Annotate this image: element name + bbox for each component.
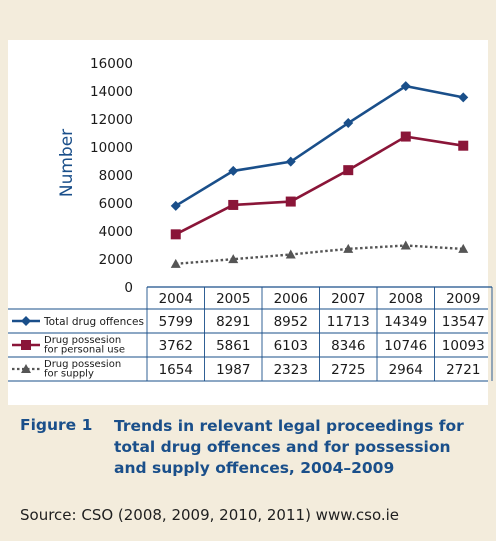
table-cell: 8346 xyxy=(331,338,365,354)
x-tick-label: 2004 xyxy=(159,291,193,307)
y-tick-label: 16000 xyxy=(90,56,133,72)
data-point xyxy=(285,249,296,259)
data-point xyxy=(343,243,354,253)
data-point xyxy=(343,165,354,176)
y-tick-label: 10000 xyxy=(90,140,133,156)
table-cell: 8291 xyxy=(216,314,250,330)
y-tick-label: 0 xyxy=(124,280,133,296)
data-point xyxy=(170,229,181,240)
data-point xyxy=(400,240,411,250)
series-line xyxy=(175,84,464,207)
plot-background xyxy=(8,40,488,405)
table-row: Total drug offences 5799 8291 8952 11713 1434… xyxy=(12,314,485,330)
x-tick-label: 2009 xyxy=(446,291,480,307)
y-tick-label: 2000 xyxy=(99,252,133,268)
table-cell: 5861 xyxy=(216,338,250,354)
table-cell: 10746 xyxy=(384,338,427,354)
y-tick-label: 12000 xyxy=(90,112,133,128)
y-tick-label: 6000 xyxy=(99,196,133,212)
data-point xyxy=(285,196,296,207)
table-cell: 3762 xyxy=(159,338,193,354)
table-cell: 10093 xyxy=(442,338,485,354)
data-point xyxy=(228,165,239,176)
table-cell: 6103 xyxy=(274,338,308,354)
data-point xyxy=(458,140,469,151)
data-point xyxy=(170,200,181,211)
y-axis-title: Number xyxy=(57,129,77,197)
series-line xyxy=(175,244,464,266)
table-cell: 11713 xyxy=(327,314,370,330)
legend-label: Drug possesion xyxy=(44,335,121,346)
data-point xyxy=(400,131,411,142)
x-tick-label: 2007 xyxy=(331,291,365,307)
series-2 xyxy=(170,131,469,240)
data-point xyxy=(228,199,239,210)
series-line xyxy=(175,135,464,236)
x-axis: 2004 2005 2006 2007 2008 2009 xyxy=(159,291,481,307)
table-cell: 8952 xyxy=(274,314,308,330)
x-tick-label: 2005 xyxy=(216,291,250,307)
y-tick-label: 14000 xyxy=(90,84,133,100)
y-tick-label: 4000 xyxy=(99,224,133,240)
series-layer xyxy=(170,81,469,268)
legend-label: Drug possesion xyxy=(44,359,121,370)
table-cell: 2725 xyxy=(331,362,365,378)
data-point xyxy=(285,156,296,167)
figure-label: Figure 1 xyxy=(20,416,93,434)
y-tick-label: 8000 xyxy=(99,168,133,184)
data-point xyxy=(343,118,354,129)
table-cell: 2721 xyxy=(446,362,480,378)
x-tick-label: 2006 xyxy=(274,291,308,307)
data-point xyxy=(400,81,411,92)
legend-label: for supply xyxy=(44,369,94,380)
source-note: Source: CSO (2008, 2009, 2010, 2011) www… xyxy=(20,506,400,524)
legend-marker xyxy=(21,316,31,326)
table-cell: 1987 xyxy=(216,362,250,378)
series-3 xyxy=(170,240,469,268)
data-point xyxy=(458,243,469,253)
table-cell: 2964 xyxy=(389,362,423,378)
legend-label: for personal use xyxy=(44,345,125,356)
table-cell: 14349 xyxy=(384,314,427,330)
table-cell: 2323 xyxy=(274,362,308,378)
table-cell: 13547 xyxy=(442,314,485,330)
figure-title: Trends in relevant legal proceedings for… xyxy=(114,417,464,477)
data-point xyxy=(228,254,239,264)
x-tick-label: 2008 xyxy=(389,291,423,307)
series-1 xyxy=(170,81,469,211)
table-cell: 1654 xyxy=(159,362,193,378)
legend-marker xyxy=(21,364,31,373)
legend-label: Total drug offences xyxy=(43,316,144,328)
table-cell: 5799 xyxy=(159,314,193,330)
legend-marker xyxy=(21,340,31,350)
data-point xyxy=(458,92,469,103)
y-axis: 0 2000 4000 6000 8000 10000 12000 14000 16000 xyxy=(90,56,133,296)
line-chart: Number 0 2000 4000 6000 8000 10000 12000 14000 1… xyxy=(8,40,493,405)
data-table: Total drug offences 5799 8291 8952 11713 1434… xyxy=(8,286,493,382)
data-point xyxy=(170,258,181,268)
